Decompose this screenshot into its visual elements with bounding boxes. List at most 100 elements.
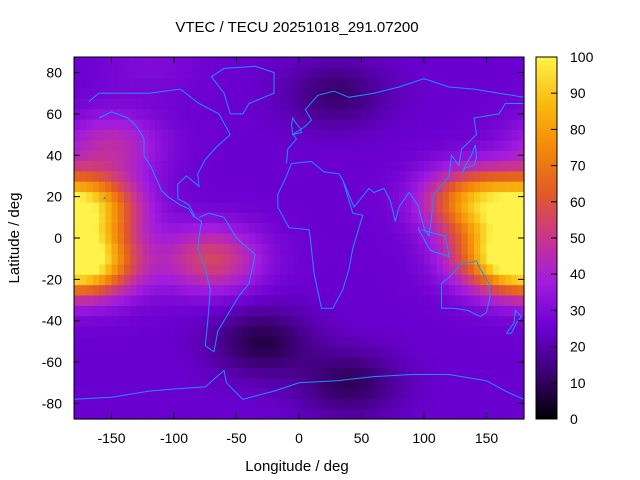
heatmap-cell [486,253,494,265]
heatmap-cell [230,263,238,275]
heatmap-cell [261,119,269,130]
heatmap-cell [180,212,188,224]
heatmap-cell [274,212,281,224]
heatmap-cell [230,305,238,317]
heatmap-cell [142,108,150,120]
heatmap-cell [92,294,100,306]
heatmap-cell [299,253,306,265]
heatmap-cell [367,191,375,203]
heatmap-cell [136,274,144,286]
heatmap-cell [236,150,244,162]
heatmap-cell [142,284,150,296]
heatmap-cell [86,367,94,379]
heatmap-cell [380,139,388,151]
heatmap-cell [236,346,244,358]
heatmap-cell [492,88,500,99]
heatmap-cell [124,129,131,141]
heatmap-cell [274,367,281,379]
heatmap-cell [342,119,350,130]
heatmap-cell [467,139,475,151]
heatmap-cell [292,356,300,368]
heatmap-cell [224,150,231,162]
heatmap-cell [224,232,231,244]
heatmap-cell [261,263,269,275]
heatmap-cell [130,201,138,213]
heatmap-cell [424,67,431,79]
heatmap-cell [305,367,313,379]
heatmap-cell [467,315,475,327]
heatmap-cell [224,181,231,193]
heatmap-cell [480,201,488,213]
heatmap-cell [324,294,331,306]
heatmap-cell [480,243,488,255]
heatmap-cell [242,284,250,296]
heatmap-cell [80,98,88,110]
heatmap-cell [255,336,263,348]
heatmap-cell [374,108,381,120]
heatmap-cell [436,263,444,275]
heatmap-cell [492,77,500,89]
heatmap-cell [317,119,325,130]
heatmap-cell [199,170,206,182]
heatmap-cell [505,325,513,337]
heatmap-cell [92,377,100,389]
heatmap-cell [261,377,269,389]
heatmap-cell [511,181,519,193]
heatmap-cell [424,191,431,203]
heatmap-cell [86,408,94,420]
heatmap-cell [267,139,275,151]
heatmap-cell [186,191,194,203]
heatmap-cell [86,170,94,182]
heatmap-cell [505,201,513,213]
heatmap-cell [449,325,456,337]
heatmap-cell [392,315,400,327]
heatmap-cell [324,284,331,296]
heatmap-cell [349,253,356,265]
heatmap-cell [361,305,369,317]
heatmap-cell [92,222,100,234]
heatmap-cell [392,284,400,296]
heatmap-cell [505,294,513,306]
heatmap-cell [180,294,188,306]
heatmap-cell [167,336,175,348]
heatmap-cell [336,139,344,151]
heatmap-cell [305,315,313,327]
heatmap-cell [211,305,219,317]
heatmap-cell [336,181,344,193]
heatmap-cell [92,191,100,203]
heatmap-cell [74,367,81,379]
heatmap-cell [436,305,444,317]
heatmap-cell [74,139,81,151]
heatmap-cell [386,377,394,389]
heatmap-cell [461,305,469,317]
heatmap-cell [367,398,375,410]
heatmap-cell [467,398,475,410]
heatmap-cell [492,181,500,193]
heatmap-cell [217,160,225,172]
heatmap-cell [130,108,138,120]
heatmap-cell [149,98,156,110]
heatmap-cell [80,150,88,162]
heatmap-cell [505,119,513,130]
heatmap-cell [461,294,469,306]
heatmap-cell [74,201,81,213]
heatmap-cell [249,191,256,203]
y-tick-label: -60 [42,354,62,370]
heatmap-cell [130,294,138,306]
heatmap-cell [236,139,244,151]
heatmap-cell [367,57,375,68]
heatmap-cell [480,398,488,410]
heatmap-cell [99,315,106,327]
heatmap-cell [267,232,275,244]
heatmap-cell [192,263,200,275]
heatmap-cell [311,212,319,224]
heatmap-cell [155,305,163,317]
heatmap-cell [230,284,238,296]
heatmap-cell [192,181,200,193]
heatmap-cell [424,243,431,255]
heatmap-cell [199,191,206,203]
heatmap-cell [342,212,350,224]
heatmap-cell [311,119,319,130]
heatmap-cell [217,243,225,255]
heatmap-cell [349,88,356,99]
